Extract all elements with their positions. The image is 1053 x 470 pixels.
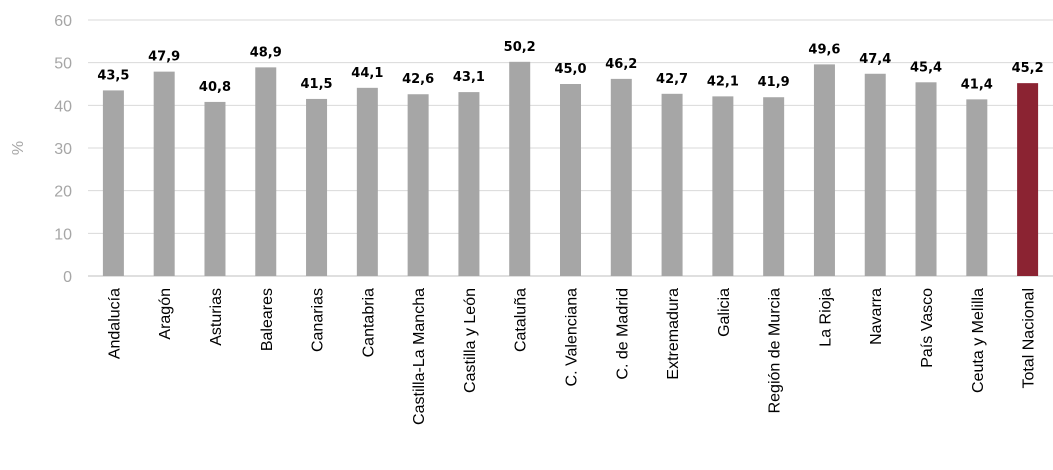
bar bbox=[864, 73, 886, 276]
data-label: 44,1 bbox=[351, 66, 383, 81]
bar bbox=[763, 97, 785, 276]
bar bbox=[1017, 83, 1039, 276]
y-tick-label: 50 bbox=[54, 56, 72, 73]
y-tick-label: 40 bbox=[54, 98, 72, 115]
x-tick-label: Cataluña bbox=[513, 288, 530, 352]
data-label: 43,1 bbox=[453, 70, 485, 85]
bar bbox=[356, 87, 378, 276]
x-tick-label: Ceuta y Melilla bbox=[970, 288, 987, 393]
bars bbox=[102, 61, 1039, 277]
x-tick-label: Región de Murcia bbox=[767, 288, 784, 414]
data-label: 40,8 bbox=[199, 80, 231, 95]
data-label: 46,2 bbox=[605, 57, 637, 72]
data-label: 42,6 bbox=[402, 72, 434, 87]
x-tick-label: Navarra bbox=[868, 288, 885, 345]
y-tick-label: 20 bbox=[54, 184, 72, 201]
x-tick-label: Extremadura bbox=[665, 288, 682, 380]
data-label: 48,9 bbox=[250, 45, 282, 60]
bar bbox=[102, 90, 124, 277]
x-tick-label: La Rioja bbox=[817, 288, 834, 347]
x-tick-label: País Vasco bbox=[919, 288, 936, 368]
bar bbox=[306, 98, 328, 276]
data-label: 45,0 bbox=[554, 62, 586, 77]
data-label: 45,4 bbox=[910, 60, 942, 75]
x-tick-label: Galicia bbox=[716, 288, 733, 337]
bar bbox=[712, 96, 734, 276]
data-label: 41,5 bbox=[301, 77, 333, 92]
data-label: 42,1 bbox=[707, 74, 739, 89]
y-axis-label: % bbox=[10, 141, 27, 155]
x-tick-label: Asturias bbox=[208, 288, 225, 346]
x-tick-label: Castilla y León bbox=[462, 288, 479, 393]
data-label: 41,4 bbox=[961, 77, 993, 92]
bar bbox=[915, 82, 937, 276]
y-tick-label: 0 bbox=[63, 269, 72, 286]
bar bbox=[509, 61, 531, 277]
bar bbox=[458, 92, 480, 277]
bar bbox=[813, 64, 835, 276]
bar bbox=[255, 67, 277, 276]
bar bbox=[407, 94, 429, 277]
data-label: 41,9 bbox=[758, 75, 790, 90]
data-label: 50,2 bbox=[504, 40, 536, 55]
x-tick-label: Total Nacional bbox=[1021, 288, 1038, 389]
y-tick-label: 30 bbox=[54, 141, 72, 158]
data-label: 47,9 bbox=[148, 50, 180, 65]
x-tick-label: Canarias bbox=[310, 288, 327, 352]
y-axis-ticks: 0 10 20 30 40 50 60 bbox=[54, 13, 72, 286]
bar bbox=[204, 101, 226, 276]
x-tick-label: C. de Madrid bbox=[614, 288, 631, 380]
y-tick-label: 10 bbox=[54, 226, 72, 243]
value-labels: 43,5 47,9 40,8 48,9 41,5 44,1 42,6 43,1 50,2 45,0… bbox=[97, 40, 1043, 95]
bar bbox=[966, 99, 988, 276]
data-label: 49,6 bbox=[808, 42, 840, 57]
data-label: 43,5 bbox=[97, 68, 129, 83]
x-axis-categories: Andalucía Aragón Asturias Baleares Canarias C… bbox=[106, 288, 1037, 425]
x-tick-label: C. Valenciana bbox=[564, 288, 581, 387]
x-tick-label: Baleares bbox=[259, 288, 276, 351]
bar bbox=[610, 78, 632, 276]
x-tick-label: Aragón bbox=[157, 288, 174, 340]
bar bbox=[153, 71, 175, 276]
x-tick-label: Cantabria bbox=[360, 288, 377, 357]
data-label: 47,4 bbox=[859, 52, 891, 67]
bar bbox=[661, 93, 683, 277]
x-tick-label: Andalucía bbox=[106, 288, 123, 359]
data-label: 42,7 bbox=[656, 72, 688, 87]
y-tick-label: 60 bbox=[54, 13, 72, 30]
bar bbox=[560, 84, 581, 276]
data-label: 45,2 bbox=[1012, 61, 1044, 76]
x-tick-label: Castilla-La Mancha bbox=[411, 288, 428, 425]
